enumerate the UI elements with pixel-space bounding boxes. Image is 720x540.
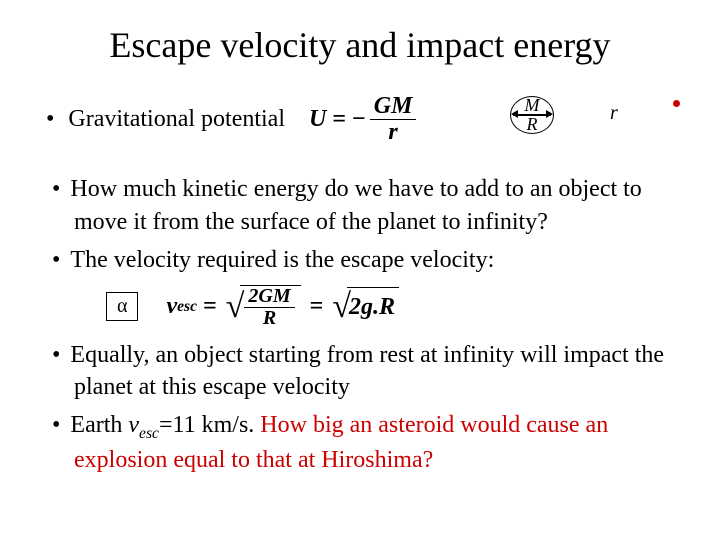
vesc-sub: esc	[177, 298, 197, 316]
earth-mid: =11 km/s.	[159, 412, 260, 438]
equation-row: α vesc = √ 2GM R = √ 2g.R	[106, 285, 684, 329]
eq-equals: =	[332, 106, 346, 133]
equation-potential: U = − GM r	[309, 94, 418, 145]
label-radius: R	[527, 114, 538, 135]
asteroid-question: How big an asteroid would cause an explo…	[74, 412, 608, 473]
radicand-2: 2g.R	[347, 287, 399, 327]
sqrt1-fraction: 2GM R	[244, 286, 294, 329]
eq-equals-2: =	[310, 293, 324, 320]
sqrt1-num: 2GM	[244, 286, 294, 308]
arrow-head-right	[546, 110, 553, 118]
bullet-escape-velocity-intro: •The velocity required is the escape vel…	[46, 244, 684, 276]
label-distance-r: r	[610, 102, 618, 125]
vesc-inline-sub: esc	[139, 425, 159, 442]
bullet-text: The velocity required is the escape velo…	[70, 247, 494, 273]
bullet-marker: •	[52, 176, 70, 202]
sqrt1-den: R	[259, 308, 280, 329]
bullet-earth-vesc: •Earth vesc=11 km/s. How big an asteroid…	[46, 409, 684, 476]
object-dot	[673, 100, 680, 107]
arrow-head-left	[511, 110, 518, 118]
page-title: Escape velocity and impact energy	[36, 24, 684, 66]
bullet-impact-velocity: •Equally, an object starting from rest a…	[46, 339, 684, 404]
radicand-1: 2GM R	[240, 285, 300, 329]
eq-equals: =	[203, 293, 217, 320]
eq-numerator: GM	[370, 94, 417, 120]
sqrt-1: √ 2GM R	[226, 285, 301, 329]
eq-neg: −	[352, 106, 366, 133]
bullet-marker: •	[52, 247, 70, 273]
bullet-kinetic-energy: •How much kinetic energy do we have to a…	[46, 173, 684, 238]
earth-prefix: Earth	[70, 412, 128, 438]
vesc-v: v	[166, 293, 177, 320]
bullet-marker: •	[46, 106, 54, 133]
equation-vesc: vesc = √ 2GM R = √ 2g.R	[166, 285, 402, 329]
eq-denominator: r	[384, 120, 401, 145]
bullet-text: Gravitational potential	[68, 106, 285, 133]
planet-diagram: M R r	[510, 90, 680, 140]
alpha-box: α	[106, 292, 138, 321]
eq-fraction: GM r	[370, 94, 417, 145]
bullet-text: How much kinetic energy do we have to ad…	[70, 176, 641, 234]
bullet-text: Equally, an object starting from rest at…	[70, 342, 664, 400]
vesc-inline-v: v	[128, 412, 139, 438]
eq-lhs: U	[309, 106, 326, 133]
label-mass: M	[525, 95, 540, 116]
bullet-marker: •	[52, 412, 70, 438]
bullet-marker: •	[52, 342, 70, 368]
sqrt-2: √ 2g.R	[332, 287, 399, 327]
